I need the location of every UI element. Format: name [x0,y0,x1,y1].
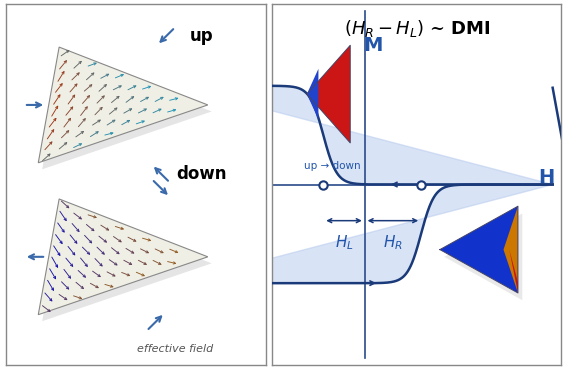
Text: H: H [539,168,555,187]
Polygon shape [42,206,211,321]
Text: down: down [176,165,227,183]
Text: $(H_R - H_L)$ ~ $\mathbf{DMI}$: $(H_R - H_L)$ ~ $\mathbf{DMI}$ [344,18,490,39]
Text: $H_L$: $H_L$ [335,233,353,252]
Polygon shape [177,86,553,283]
Text: up → down: up → down [304,161,361,172]
Polygon shape [307,69,319,120]
Text: effective field: effective field [137,344,213,355]
Polygon shape [444,213,522,300]
Polygon shape [503,206,518,293]
Polygon shape [307,45,350,143]
Polygon shape [39,199,208,315]
Text: $H_R$: $H_R$ [383,233,403,252]
Polygon shape [509,249,518,293]
Polygon shape [440,206,518,293]
Polygon shape [42,54,211,169]
Text: down → up: down → up [460,245,517,255]
Text: M: M [363,36,383,55]
Polygon shape [39,47,208,163]
Text: up: up [189,27,213,45]
